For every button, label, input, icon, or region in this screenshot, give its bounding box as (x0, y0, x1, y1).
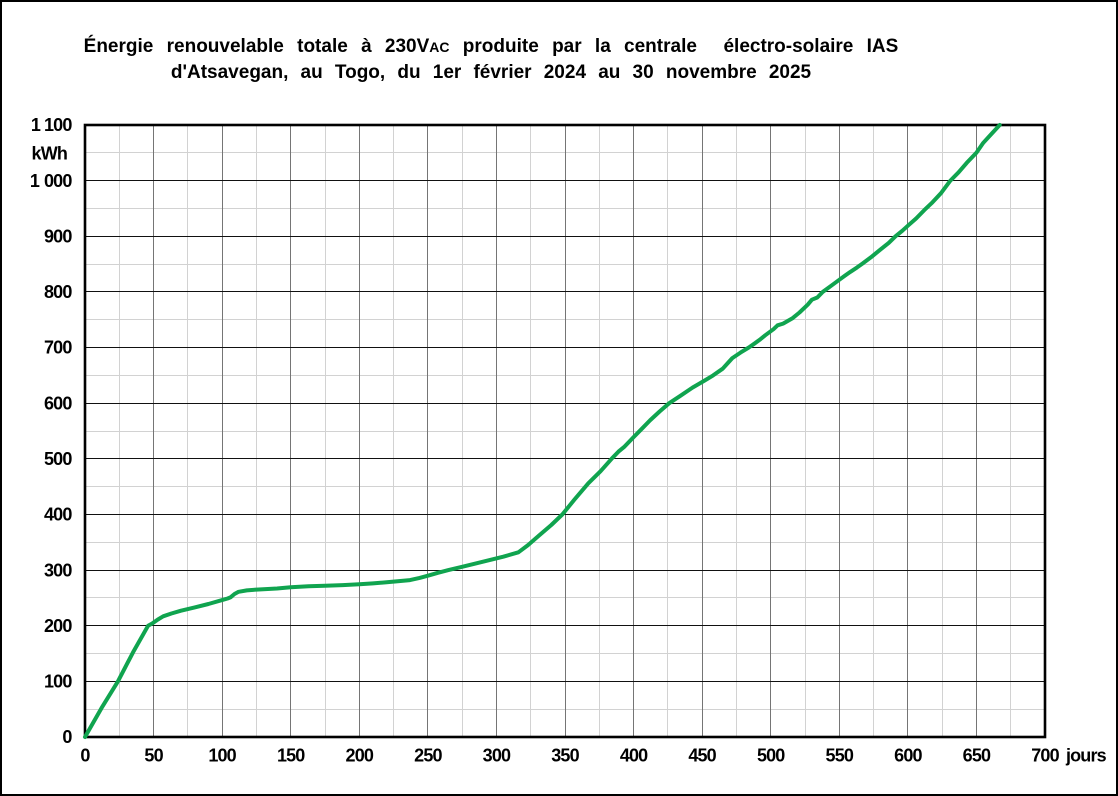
svg-text:500: 500 (757, 746, 785, 766)
svg-text:200: 200 (44, 616, 72, 636)
svg-text:550: 550 (826, 746, 854, 766)
svg-text:200: 200 (346, 746, 374, 766)
svg-text:250: 250 (414, 746, 442, 766)
svg-text:300: 300 (44, 560, 72, 580)
svg-text:kWh: kWh (32, 143, 67, 163)
svg-text:500: 500 (44, 449, 72, 469)
svg-text:600: 600 (44, 393, 72, 413)
svg-text:Énergie renouvelable totale à: Énergie renouvelable totale à 230VAC pro… (84, 35, 899, 57)
svg-text:50: 50 (144, 746, 163, 766)
svg-text:350: 350 (551, 746, 579, 766)
svg-text:jours: jours (1065, 746, 1107, 766)
svg-text:100: 100 (44, 672, 72, 692)
svg-text:900: 900 (44, 227, 72, 247)
svg-text:450: 450 (688, 746, 716, 766)
svg-text:0: 0 (62, 727, 72, 747)
svg-text:100: 100 (208, 746, 236, 766)
svg-text:600: 600 (894, 746, 922, 766)
svg-text:300: 300 (483, 746, 511, 766)
svg-text:d'Atsavegan, au Togo, du 1er f: d'Atsavegan, au Togo, du 1er février 202… (171, 62, 812, 83)
svg-text:400: 400 (44, 505, 72, 525)
svg-text:150: 150 (277, 746, 305, 766)
svg-text:800: 800 (44, 282, 72, 302)
svg-text:0: 0 (80, 746, 90, 766)
svg-text:700: 700 (44, 338, 72, 358)
svg-text:650: 650 (963, 746, 991, 766)
svg-text:400: 400 (620, 746, 648, 766)
svg-text:700: 700 (1031, 746, 1059, 766)
